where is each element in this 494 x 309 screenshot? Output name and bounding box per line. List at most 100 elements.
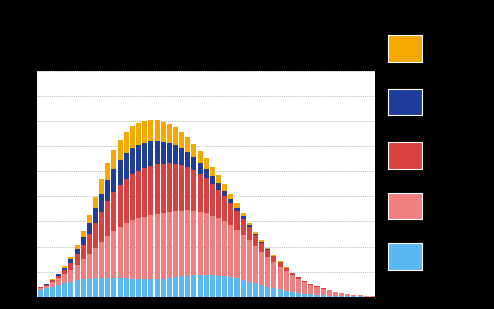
Bar xyxy=(112,150,117,169)
Bar xyxy=(228,277,233,297)
Bar xyxy=(247,227,252,240)
Bar xyxy=(278,290,283,297)
Bar xyxy=(235,278,240,297)
Bar xyxy=(327,295,332,297)
Bar xyxy=(321,289,326,295)
Bar xyxy=(388,35,422,62)
Bar xyxy=(296,277,301,279)
Bar xyxy=(321,295,326,297)
Bar xyxy=(167,278,172,297)
Bar xyxy=(68,257,74,259)
Bar xyxy=(388,142,422,169)
Bar xyxy=(130,220,135,279)
Bar xyxy=(161,122,165,142)
Bar xyxy=(308,294,313,297)
Bar xyxy=(62,274,67,283)
Bar xyxy=(247,223,252,225)
Bar xyxy=(265,250,270,257)
Bar xyxy=(278,261,283,262)
Bar xyxy=(50,282,55,287)
Bar xyxy=(278,267,283,290)
Bar xyxy=(179,210,184,276)
Bar xyxy=(228,199,233,203)
Bar xyxy=(75,265,80,280)
Bar xyxy=(216,183,221,190)
Bar xyxy=(155,120,160,141)
Bar xyxy=(247,282,252,297)
Bar xyxy=(204,179,209,213)
Bar xyxy=(75,249,80,254)
Bar xyxy=(290,292,295,297)
Bar xyxy=(265,248,270,249)
Bar xyxy=(302,281,307,282)
Bar xyxy=(142,279,147,297)
Bar xyxy=(235,211,240,230)
Bar xyxy=(173,277,178,297)
Bar xyxy=(259,285,264,297)
Bar xyxy=(167,124,172,143)
Bar xyxy=(167,163,172,212)
Bar xyxy=(99,242,104,278)
Bar xyxy=(388,193,422,219)
Bar xyxy=(235,203,240,208)
Bar xyxy=(112,169,117,192)
Bar xyxy=(167,212,172,278)
Bar xyxy=(216,190,221,218)
Bar xyxy=(124,132,129,153)
Bar xyxy=(259,242,264,243)
Bar xyxy=(179,148,184,165)
Bar xyxy=(161,142,165,164)
Bar xyxy=(148,166,154,215)
Bar xyxy=(136,279,141,297)
Bar xyxy=(358,295,363,296)
Bar xyxy=(259,252,264,285)
Bar xyxy=(124,153,129,179)
Bar xyxy=(50,287,55,297)
Bar xyxy=(278,262,283,267)
Bar xyxy=(222,191,227,196)
Bar xyxy=(290,273,295,275)
Bar xyxy=(93,208,98,223)
Bar xyxy=(62,266,67,268)
Bar xyxy=(56,273,61,274)
Bar xyxy=(333,296,338,297)
Bar xyxy=(142,121,147,143)
Bar xyxy=(155,141,160,164)
Bar xyxy=(173,145,178,164)
Bar xyxy=(136,145,141,171)
Bar xyxy=(185,167,190,210)
Bar xyxy=(284,291,289,297)
Bar xyxy=(284,271,289,291)
Bar xyxy=(130,174,135,220)
Bar xyxy=(235,208,240,211)
Bar xyxy=(302,282,307,294)
Bar xyxy=(241,280,246,297)
Bar xyxy=(142,143,147,168)
Bar xyxy=(87,254,92,279)
Bar xyxy=(271,255,277,256)
Bar xyxy=(50,281,55,282)
Bar xyxy=(241,219,246,235)
Bar xyxy=(155,164,160,214)
Bar xyxy=(118,140,123,160)
Bar xyxy=(112,192,117,231)
Bar xyxy=(333,292,338,296)
Bar xyxy=(167,143,172,163)
Bar xyxy=(62,268,67,270)
Bar xyxy=(339,296,344,297)
Bar xyxy=(161,279,165,297)
Bar xyxy=(327,290,332,295)
Bar xyxy=(247,225,252,227)
Bar xyxy=(93,223,98,248)
Bar xyxy=(388,243,422,270)
Bar xyxy=(155,279,160,297)
Bar xyxy=(370,296,375,297)
Bar xyxy=(56,278,61,285)
Bar xyxy=(216,276,221,297)
Bar xyxy=(253,283,258,297)
Bar xyxy=(241,235,246,280)
Bar xyxy=(228,203,233,225)
Bar xyxy=(161,164,165,213)
Bar xyxy=(173,211,178,277)
Bar xyxy=(259,240,264,242)
